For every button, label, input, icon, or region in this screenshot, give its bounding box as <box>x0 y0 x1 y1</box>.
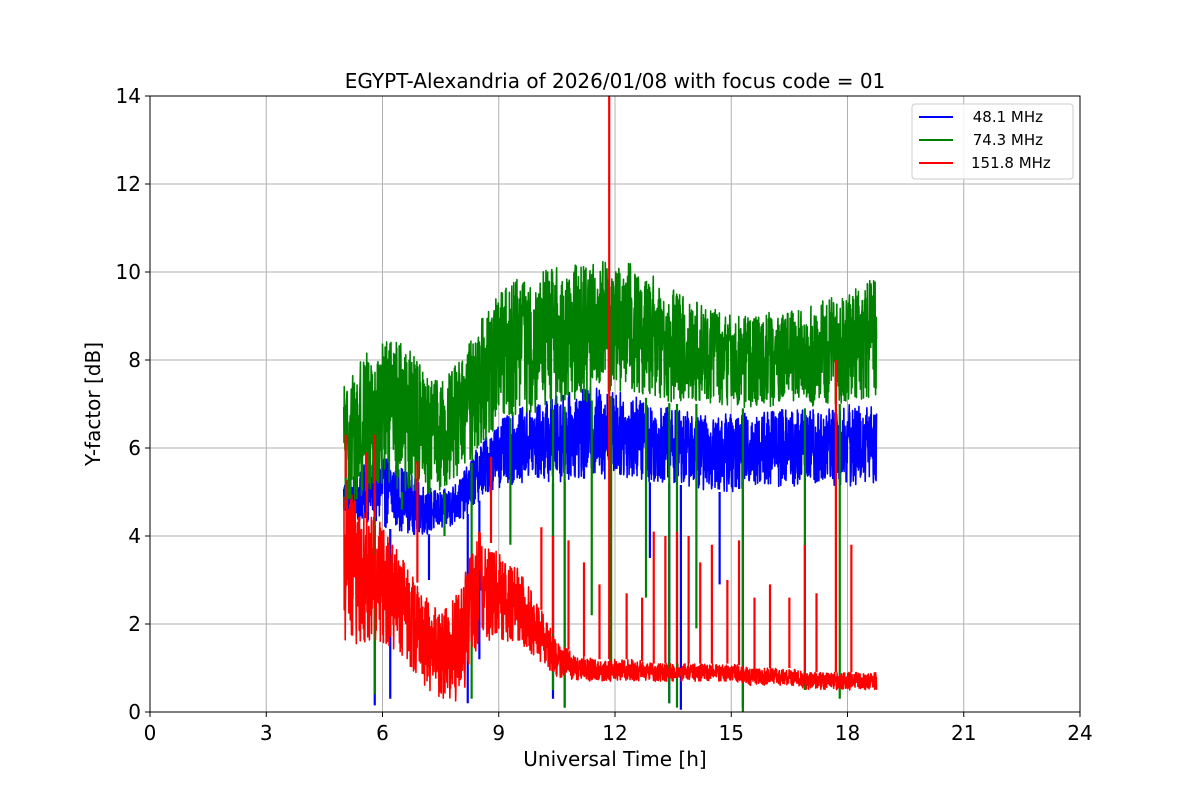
legend-label-151mhz: 151.8 MHz <box>971 154 1051 172</box>
legend-box <box>911 103 1074 180</box>
y-tick-label: 6 <box>128 436 141 460</box>
x-tick-label: 3 <box>260 721 273 745</box>
x-tick-label: 18 <box>835 721 860 745</box>
x-tick-label: 0 <box>144 721 157 745</box>
chart-title: EGYPT-Alexandria of 2026/01/08 with focu… <box>345 69 886 93</box>
x-tick-label: 24 <box>1067 721 1092 745</box>
y-tick-label: 12 <box>116 172 141 196</box>
legend-label-74mhz: 74.3 MHz <box>968 131 1043 149</box>
y-tick-label: 4 <box>128 524 141 548</box>
x-axis-label: Universal Time [h] <box>523 747 706 771</box>
y-tick-label: 0 <box>128 700 141 724</box>
series-line-2 <box>342 479 878 702</box>
y-tick-label: 14 <box>116 84 141 108</box>
y-tick-label: 2 <box>128 612 141 636</box>
y-tick-label: 8 <box>128 348 141 372</box>
legend: 48.1 MHz 74.3 MHz 151.8 MHz <box>911 103 1074 180</box>
x-tick-label: 12 <box>602 721 627 745</box>
y-axis-label: Y-factor [dB] <box>81 342 105 467</box>
x-tick-label: 21 <box>951 721 976 745</box>
y-tick-label: 10 <box>116 260 141 284</box>
plot-area <box>342 96 878 712</box>
series-layer <box>342 96 878 712</box>
x-tick-label: 6 <box>376 721 389 745</box>
x-tick-label: 15 <box>719 721 744 745</box>
x-tick-label: 9 <box>492 721 505 745</box>
legend-label-48mhz: 48.1 MHz <box>968 108 1043 126</box>
y-axis: 0 2 4 6 8 10 12 14 <box>116 84 150 724</box>
x-axis: 0 3 6 9 12 15 18 21 24 <box>144 712 1093 745</box>
